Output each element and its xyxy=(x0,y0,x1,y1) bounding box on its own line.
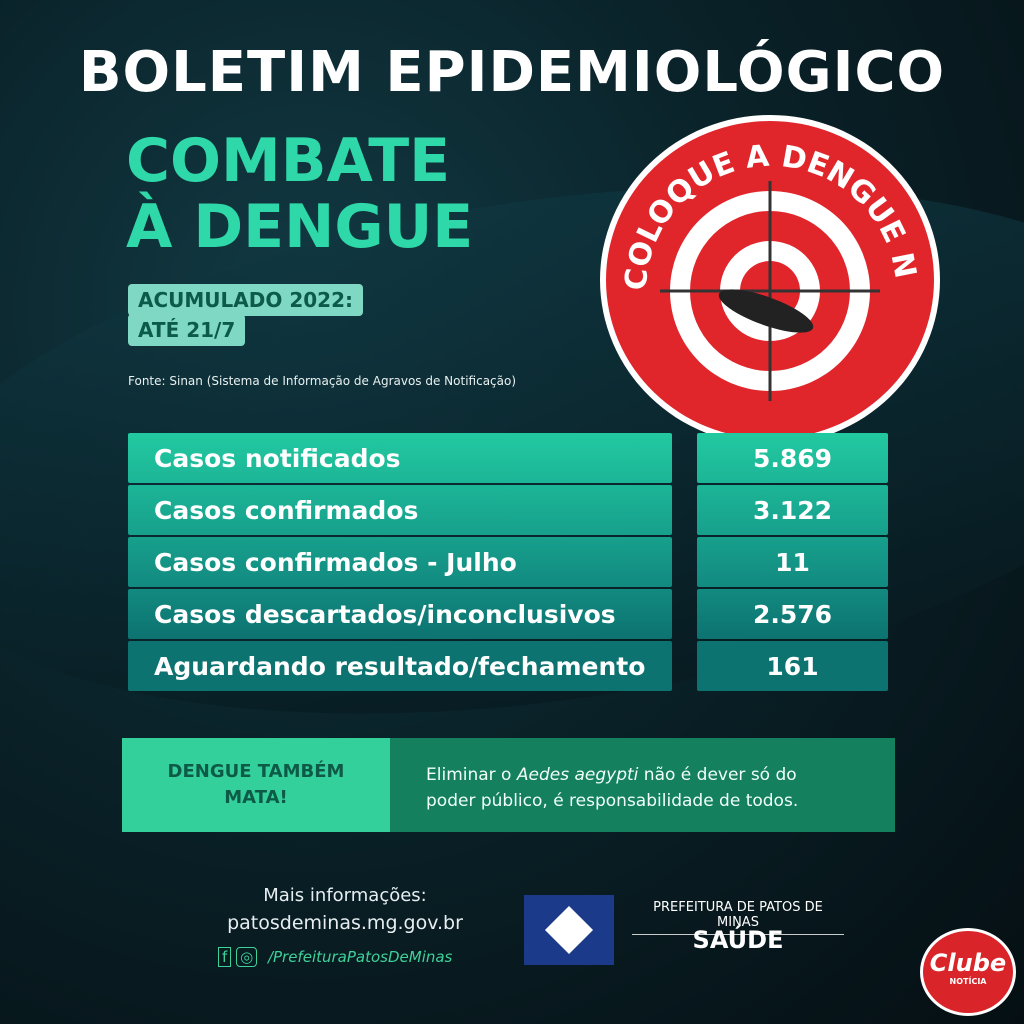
stat-label: Casos notificados xyxy=(128,433,672,483)
stat-label: Aguardando resultado/fechamento xyxy=(128,641,672,691)
page-title: BOLETIM EPIDEMIOLÓGICO xyxy=(78,40,946,105)
stat-value: 2.576 xyxy=(697,589,888,639)
facebook-icon: f xyxy=(218,947,232,967)
banner-text: Eliminar o Aedes aegypti não é dever só … xyxy=(426,765,799,811)
more-info-label: Mais informações: xyxy=(263,885,427,906)
city-flag xyxy=(524,895,614,965)
source-note: Fonte: Sinan (Sistema de Informação de A… xyxy=(128,374,517,388)
stat-label: Casos confirmados xyxy=(128,485,672,535)
stat-label: Casos confirmados - Julho xyxy=(128,537,672,587)
accumulated-label: ACUMULADO 2022: xyxy=(128,284,363,316)
stat-value: 3.122 xyxy=(697,485,888,535)
stat-value: 161 xyxy=(697,641,888,691)
mosquito-target-icon: COLOQUE A DENGUE NO ALVO xyxy=(593,94,923,401)
org-name: PREFEITURA DE PATOS DE MINAS xyxy=(632,900,844,935)
instagram-icon: ◎ xyxy=(236,947,258,967)
banner-headline: DENGUE TAMBÉM MATA! xyxy=(122,738,390,832)
social-handle[interactable]: f ◎ /PrefeituraPatosDeMinas xyxy=(218,947,452,967)
warning-banner: DENGUE TAMBÉM MATA! Eliminar o Aedes aegy… xyxy=(122,738,895,832)
campaign-logo-target: COLOQUE A DENGUE NO ALVO xyxy=(593,94,940,445)
accumulated-date: ATÉ 21/7 xyxy=(128,314,246,346)
website-link[interactable]: patosdeminas.mg.gov.br xyxy=(227,912,463,934)
stat-label: Casos descartados/inconclusivos xyxy=(128,589,672,639)
subtitle-line2: À DENGUE xyxy=(126,192,474,262)
subtitle-line1: COMBATE xyxy=(126,126,451,196)
stat-value: 11 xyxy=(697,537,888,587)
stat-value: 5.869 xyxy=(697,433,888,483)
clube-noticia-watermark: Clube NOTÍCIA xyxy=(920,928,1016,1016)
department-name: SAÚDE xyxy=(692,926,784,954)
